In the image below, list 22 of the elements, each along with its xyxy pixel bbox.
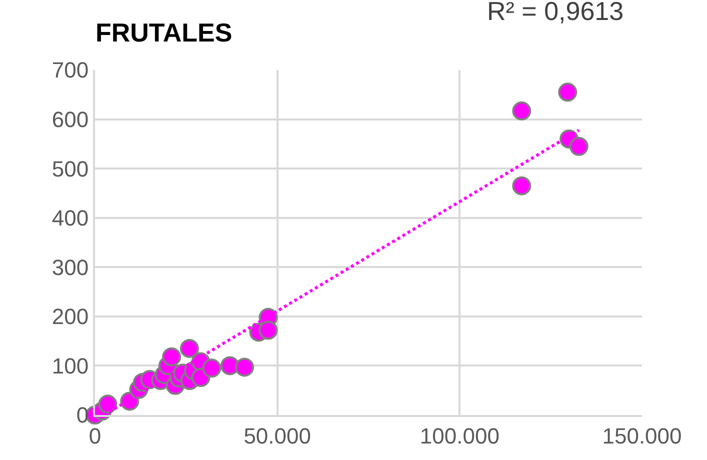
y-tick-label: 500	[52, 156, 89, 182]
y-tick-label: 300	[52, 254, 89, 280]
y-tick-label: 700	[52, 58, 89, 83]
x-tick-label: 50.000	[244, 423, 311, 448]
y-tick-label: 200	[52, 304, 89, 330]
y-tick-label: 100	[52, 353, 89, 378]
y-tick-label: 400	[52, 206, 89, 231]
point	[512, 101, 532, 120]
point	[258, 320, 278, 340]
point	[235, 358, 254, 377]
point	[202, 358, 222, 378]
x-tick-label: 100.000	[420, 423, 500, 448]
chart-title: FRUTALES	[95, 17, 232, 48]
text: R² = 0,9613	[487, 0, 624, 26]
point	[98, 394, 118, 414]
y-tick-label: 600	[52, 106, 89, 132]
point	[512, 176, 532, 196]
point	[180, 338, 199, 358]
x-tick-label: 150.000	[602, 423, 682, 448]
point	[569, 136, 588, 156]
point	[558, 82, 578, 102]
point	[162, 347, 182, 366]
